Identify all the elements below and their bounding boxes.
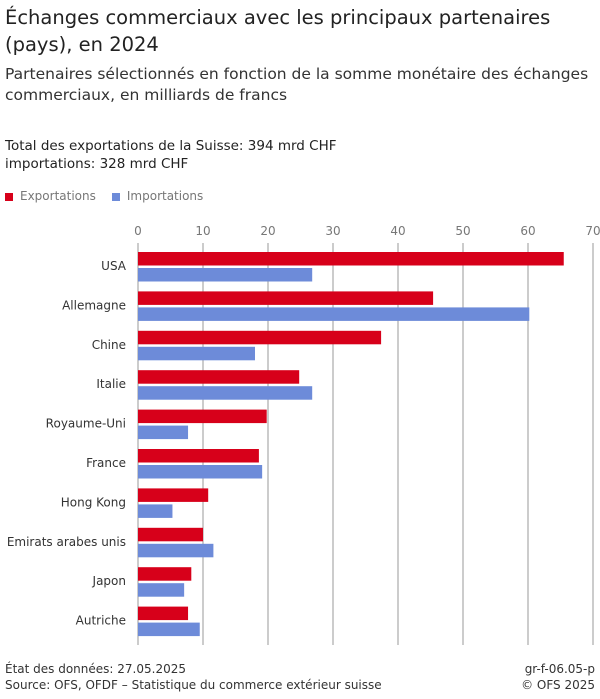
bar-exports — [138, 409, 267, 424]
x-tick-label: 20 — [260, 224, 275, 238]
total-exports: Total des exportations de la Suisse: 394… — [5, 138, 337, 154]
bar-imports — [138, 346, 255, 361]
category-label: Allemagne — [62, 298, 126, 312]
category-label: France — [86, 456, 126, 470]
footer-left: État des données: 27.05.2025 Source: OFS… — [5, 661, 382, 693]
x-tick-label: 40 — [390, 224, 405, 238]
category-label: Royaume-Uni — [46, 417, 126, 431]
legend-label: Exportations — [20, 189, 96, 203]
bar-exports — [138, 527, 203, 542]
category-label: Italie — [96, 377, 126, 391]
totals-note: Total des exportations de la Suisse: 394… — [5, 137, 337, 173]
category-label: Chine — [92, 338, 126, 352]
chart-subtitle: Partenaires sélectionnés en fonction de … — [5, 65, 589, 104]
bar-exports — [138, 606, 189, 621]
bar-exports — [138, 488, 209, 502]
bar-exports — [138, 370, 300, 384]
bar-imports — [138, 307, 530, 321]
chart-title: Échanges commerciaux avec les principaux… — [5, 6, 551, 56]
bar-imports — [138, 622, 200, 637]
bar-imports — [138, 543, 214, 558]
x-tick-label: 0 — [134, 224, 142, 238]
bar-imports — [138, 583, 185, 597]
bar-imports — [138, 504, 173, 518]
category-label: Hong Kong — [61, 495, 126, 509]
x-tick-label: 10 — [195, 224, 210, 238]
bar-imports — [138, 386, 313, 400]
bar-exports — [138, 291, 434, 305]
bar-exports — [138, 330, 382, 345]
legend-item-imports: Importations — [111, 189, 204, 203]
x-tick-label: 30 — [325, 224, 340, 238]
bar-imports — [138, 268, 313, 282]
legend-swatch-exports — [5, 192, 13, 201]
x-tick-label: 50 — [455, 224, 470, 238]
x-tick-label: 70 — [585, 224, 600, 238]
category-label: Japon — [92, 574, 126, 588]
footer-right: gr-f-06.05-p © OFS 2025 — [521, 661, 595, 693]
bar-imports — [138, 425, 189, 440]
legend-label: Importations — [126, 189, 204, 203]
legend: Exportations Importations — [5, 189, 203, 203]
chart-id: gr-f-06.05-p — [524, 662, 595, 676]
copyright: © OFS 2025 — [521, 678, 595, 692]
category-label: Emirats arabes unis — [7, 535, 126, 549]
x-tick-label: 60 — [520, 224, 535, 238]
bar-exports — [138, 567, 192, 581]
total-imports: importations: 328 mrd CHF — [5, 156, 189, 172]
bar-exports — [138, 252, 564, 266]
data-status: État des données: 27.05.2025 — [5, 662, 186, 676]
legend-swatch-imports — [111, 192, 120, 201]
category-label: Autriche — [76, 614, 126, 628]
bar-exports — [138, 449, 259, 463]
bar-imports — [138, 465, 263, 479]
category-label: USA — [101, 259, 127, 273]
legend-item-exports: Exportations — [5, 189, 96, 203]
source: Source: OFS, OFDF – Statistique du comme… — [5, 678, 382, 692]
